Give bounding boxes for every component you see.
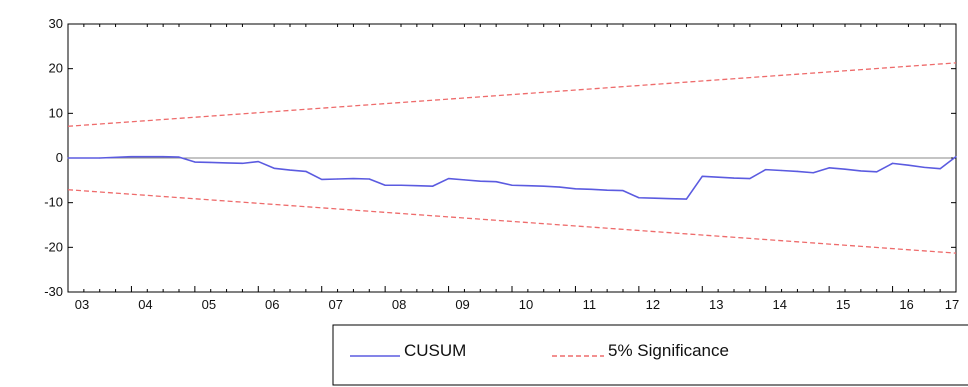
cusum-point <box>891 162 894 164</box>
cusum-point <box>638 197 640 199</box>
cusum-point <box>178 156 180 158</box>
cusum-point <box>907 164 910 166</box>
cusum-point <box>289 169 291 171</box>
y-tick-label: 30 <box>49 16 63 31</box>
x-tick-label: 08 <box>392 297 406 312</box>
cusum-point <box>352 177 355 180</box>
x-tick-label: 13 <box>709 297 723 312</box>
cusum-point <box>669 198 672 200</box>
cusum-point <box>210 161 212 164</box>
y-tick-label: -30 <box>44 284 63 299</box>
x-tick-label: 04 <box>138 297 152 312</box>
x-tick-label: 15 <box>836 297 850 312</box>
y-axis-ticks: -30 -20 -10 0 10 20 30 <box>44 16 956 299</box>
x-tick-label: 11 <box>583 297 597 312</box>
cusum-point <box>162 156 164 158</box>
significance-lower-line <box>67 189 957 254</box>
cusum-point <box>701 175 703 177</box>
cusum-point <box>432 185 434 187</box>
cusum-point <box>733 177 735 179</box>
cusum-point <box>749 177 751 180</box>
cusum-point <box>130 156 133 158</box>
cusum-point <box>416 185 418 187</box>
cusum-point <box>876 171 878 173</box>
cusum-point <box>67 157 69 159</box>
y-tick-label: -20 <box>44 239 63 254</box>
cusum-point <box>828 167 830 169</box>
y-tick-label: 20 <box>49 61 63 76</box>
cusum-point <box>622 190 624 192</box>
legend-significance-label: 5% Significance <box>608 341 729 360</box>
cusum-point <box>273 167 275 169</box>
cusum-point <box>543 185 545 187</box>
cusum-point <box>241 162 244 164</box>
x-tick-label: 09 <box>455 297 469 312</box>
cusum-point <box>305 170 307 172</box>
cusum-point <box>860 170 862 172</box>
x-tick-label: 12 <box>646 297 660 312</box>
cusum-point <box>955 156 957 158</box>
cusum-point <box>225 162 228 164</box>
cusum-point <box>939 168 941 170</box>
cusum-point <box>654 197 656 199</box>
cusum-point <box>99 157 101 159</box>
cusum-point <box>321 178 323 181</box>
y-tick-label: -10 <box>44 195 63 210</box>
cusum-point <box>574 188 577 190</box>
x-tick-label: 14 <box>772 297 786 312</box>
x-tick-label: 07 <box>328 297 342 312</box>
x-tick-label: 06 <box>265 297 279 312</box>
x-tick-label: 05 <box>202 297 216 312</box>
cusum-point <box>685 198 688 200</box>
cusum-point <box>765 169 767 171</box>
cusum-point <box>368 178 370 180</box>
x-axis-ticks: 03 04 05 06 07 08 09 10 11 12 13 14 15 16 17 <box>67 24 959 312</box>
cusum-point <box>606 189 608 191</box>
cusum-point <box>717 176 719 178</box>
x-tick-label: 16 <box>899 297 913 312</box>
cusum-point <box>590 188 592 190</box>
legend-cusum-label: CUSUM <box>404 341 466 360</box>
cusum-point <box>495 181 497 183</box>
cusum-point <box>812 172 814 174</box>
cusum-point <box>336 178 339 180</box>
cusum-point <box>479 180 481 182</box>
significance-upper-line <box>67 62 957 127</box>
cusum-point <box>527 185 529 187</box>
cusum-point <box>511 184 513 186</box>
y-tick-label: 0 <box>56 150 63 165</box>
cusum-point <box>780 169 783 172</box>
cusum-point <box>463 179 466 181</box>
cusum-point <box>796 170 799 172</box>
x-tick-label: 03 <box>75 297 89 312</box>
x-tick-label: 10 <box>519 297 533 312</box>
legend-box <box>332 324 968 386</box>
cusum-point <box>447 177 450 180</box>
cusum-point <box>923 166 925 168</box>
cusum-point <box>194 161 196 163</box>
cusum-point <box>844 168 846 170</box>
cusum-point <box>400 184 402 186</box>
cusum-line <box>68 155 957 200</box>
y-tick-label: 10 <box>49 105 63 120</box>
series-layer <box>67 62 957 254</box>
x-tick-label: 17 <box>945 297 959 312</box>
cusum-point <box>384 184 386 186</box>
cusum-point <box>257 160 259 163</box>
cusum-point <box>558 186 561 188</box>
